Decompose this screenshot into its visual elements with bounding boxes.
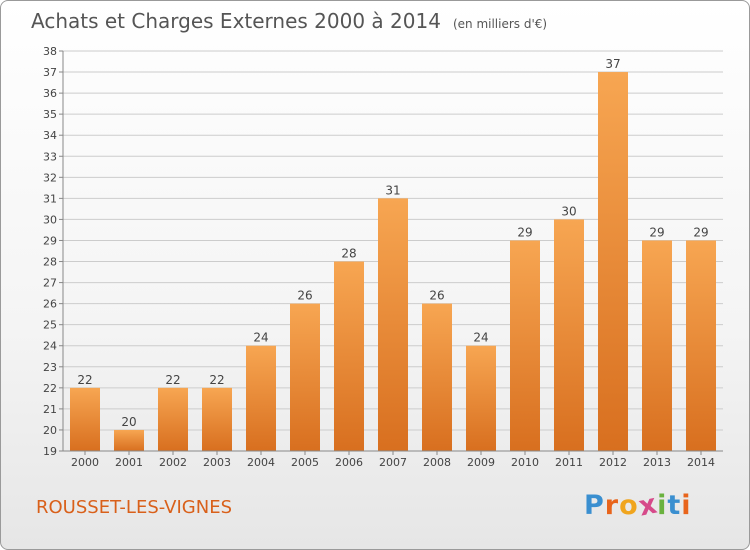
logo-letter: t bbox=[667, 490, 682, 521]
x-tick-label: 2005 bbox=[291, 456, 319, 469]
bar-value-label: 24 bbox=[473, 331, 488, 345]
bar-2004[interactable] bbox=[246, 345, 276, 451]
x-tick-label: 2009 bbox=[467, 456, 495, 469]
x-tick-label: 2014 bbox=[687, 456, 715, 469]
y-tick-label: 24 bbox=[43, 340, 57, 353]
x-tick-label: 2000 bbox=[71, 456, 99, 469]
x-tick-label: 2012 bbox=[599, 456, 627, 469]
y-tick-label: 31 bbox=[43, 192, 57, 205]
y-tick-label: 34 bbox=[43, 129, 57, 142]
bar-2006[interactable] bbox=[334, 261, 364, 451]
bars: 22 20 22 22 24 26 28 31 26 24 29 30 37 29 29 bbox=[70, 57, 716, 451]
bar-value-label: 30 bbox=[561, 204, 576, 218]
chart-title: Achats et Charges Externes 2000 à 2014 (e… bbox=[31, 9, 547, 33]
bar-2013[interactable] bbox=[642, 240, 672, 451]
bar-2005[interactable] bbox=[290, 303, 320, 451]
x-tick-label: 2001 bbox=[115, 456, 143, 469]
bar-2003[interactable] bbox=[202, 387, 232, 451]
y-tick-label: 28 bbox=[43, 256, 57, 269]
y-tick-label: 33 bbox=[43, 150, 57, 163]
bar-2012[interactable] bbox=[598, 72, 628, 451]
bar-value-label: 31 bbox=[385, 183, 400, 197]
x-tick-label: 2003 bbox=[203, 456, 231, 469]
bar-value-label: 37 bbox=[605, 57, 620, 71]
y-tick-label: 23 bbox=[43, 361, 57, 374]
x-tick-label: 2002 bbox=[159, 456, 187, 469]
place-name: ROUSSET-LES-VIGNES bbox=[36, 497, 233, 518]
bar-2009[interactable] bbox=[466, 345, 496, 451]
bar-value-label: 28 bbox=[341, 247, 356, 261]
bar-2011[interactable] bbox=[554, 219, 584, 451]
bar-value-label: 22 bbox=[165, 373, 180, 387]
x-tick-label: 2010 bbox=[511, 456, 539, 469]
logo-letter: i bbox=[657, 490, 668, 521]
bar-value-label: 22 bbox=[209, 373, 224, 387]
y-tick-label: 21 bbox=[43, 403, 57, 416]
bar-value-label: 29 bbox=[649, 225, 664, 239]
x-tick-label: 2006 bbox=[335, 456, 363, 469]
bar-value-label: 26 bbox=[429, 289, 444, 303]
bar-value-label: 29 bbox=[693, 225, 708, 239]
bar-2002[interactable] bbox=[158, 387, 188, 451]
y-tick-label: 36 bbox=[43, 87, 57, 100]
chart-title-text: Achats et Charges Externes 2000 à 2014 bbox=[31, 9, 441, 33]
bar-2010[interactable] bbox=[510, 240, 540, 451]
bar-value-label: 24 bbox=[253, 331, 268, 345]
bar-2014[interactable] bbox=[686, 240, 716, 451]
y-tick-label: 25 bbox=[43, 319, 57, 332]
bar-2008[interactable] bbox=[422, 303, 452, 451]
logo-letter: o bbox=[619, 490, 639, 521]
x-tick-label: 2013 bbox=[643, 456, 671, 469]
y-tick-label: 27 bbox=[43, 277, 57, 290]
y-tick-label: 29 bbox=[43, 234, 57, 247]
y-tick-label: 20 bbox=[43, 424, 57, 437]
logo-letter: P bbox=[584, 490, 605, 521]
axes: 19 20 21 22 23 24 25 26 27 28 29 30 31 32 33 34 35 36 37 38… bbox=[43, 45, 723, 469]
y-tick-label: 32 bbox=[43, 171, 57, 184]
chart-subtitle: (en milliers d'€) bbox=[452, 17, 548, 31]
x-tick-label: 2004 bbox=[247, 456, 275, 469]
y-tick-label: 19 bbox=[43, 445, 57, 458]
y-tick-label: 26 bbox=[43, 298, 57, 311]
y-tick-label: 35 bbox=[43, 108, 57, 121]
x-tick-label: 2011 bbox=[555, 456, 583, 469]
y-tick-label: 37 bbox=[43, 66, 57, 79]
bar-value-label: 22 bbox=[77, 373, 92, 387]
y-tick-label: 30 bbox=[43, 213, 57, 226]
bar-2000[interactable] bbox=[70, 387, 100, 451]
x-tick-label: 2008 bbox=[423, 456, 451, 469]
bar-2001[interactable] bbox=[114, 429, 144, 451]
bar-value-label: 26 bbox=[297, 289, 312, 303]
bar-2007[interactable] bbox=[378, 198, 408, 451]
logo-letter: i bbox=[681, 490, 692, 521]
bar-value-label: 20 bbox=[121, 415, 136, 429]
proxiti-logo[interactable]: Proxiti bbox=[584, 488, 692, 522]
y-tick-label: 22 bbox=[43, 382, 57, 395]
y-tick-label: 38 bbox=[43, 45, 57, 58]
logo-letter: r bbox=[604, 490, 620, 521]
bar-value-label: 29 bbox=[517, 225, 532, 239]
x-tick-label: 2007 bbox=[379, 456, 407, 469]
